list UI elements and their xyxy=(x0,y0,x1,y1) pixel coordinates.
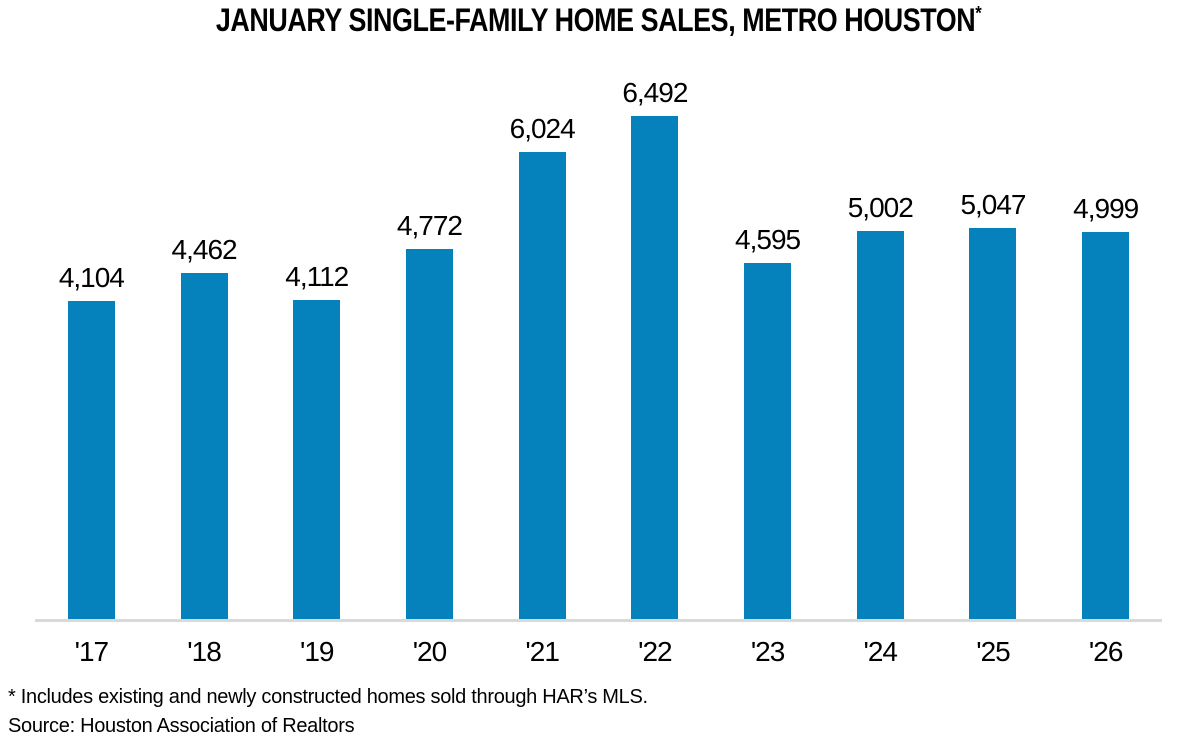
bar xyxy=(405,249,453,619)
bar-column: 4,462 xyxy=(148,60,261,619)
x-axis-label: '25 xyxy=(976,636,1010,667)
plot-area: 4,104 4,462 4,112 4,772 6,024 6,492 4,595 5,002… xyxy=(35,60,1162,619)
bar-value-label: 4,104 xyxy=(58,262,125,293)
x-axis-label: '22 xyxy=(638,636,672,667)
x-axis-label: '18 xyxy=(187,636,221,667)
x-axis-line xyxy=(35,619,1162,622)
x-axis-label: '23 xyxy=(750,636,785,667)
bar xyxy=(631,116,679,619)
bar-value-label: 4,999 xyxy=(1073,193,1139,224)
bar xyxy=(744,263,792,619)
bar-column: 4,104 xyxy=(35,60,148,619)
bar xyxy=(67,301,115,619)
bar-column: 6,492 xyxy=(599,60,712,619)
footnote-line2: Source: Houston Association of Realtors xyxy=(8,715,355,737)
bar-value-label: 4,595 xyxy=(735,224,801,255)
bar-value-label: 4,112 xyxy=(285,261,349,292)
bar-column: 4,112 xyxy=(260,60,373,619)
x-axis-label: '17 xyxy=(74,636,109,667)
bar-value-label: 6,492 xyxy=(622,77,688,108)
x-axis-labels: '17 '18 '19 '20 '21 '22 '23 '24 '25 '26 xyxy=(35,636,1162,668)
bar-value-label: 6,024 xyxy=(509,113,576,144)
bar-column: 4,999 xyxy=(1049,60,1162,619)
footnote: * Includes existing and newly constructe… xyxy=(8,683,648,741)
x-axis-label: '24 xyxy=(863,636,898,667)
bar-value-label: 4,462 xyxy=(171,234,238,265)
bar-column: 5,002 xyxy=(824,60,937,619)
bar xyxy=(518,152,566,619)
x-axis-label: '20 xyxy=(412,636,447,667)
bar-column: 4,772 xyxy=(373,60,486,619)
bar xyxy=(856,231,904,619)
bar xyxy=(1082,232,1130,619)
footnote-line1: * Includes existing and newly constructe… xyxy=(8,686,648,708)
chart-title-asterisk: * xyxy=(975,2,982,25)
bar-value-label: 5,002 xyxy=(847,192,914,223)
bar-value-label: 4,772 xyxy=(396,210,463,241)
chart-title-text: JANUARY SINGLE-FAMILY HOME SALES, METRO … xyxy=(216,2,976,38)
x-axis-label: '26 xyxy=(1088,636,1123,667)
x-axis-label: '19 xyxy=(300,636,334,667)
bar xyxy=(969,228,1017,619)
chart-title: JANUARY SINGLE-FAMILY HOME SALES, METRO … xyxy=(0,2,1198,39)
bar-column: 6,024 xyxy=(486,60,599,619)
chart-title-inner: JANUARY SINGLE-FAMILY HOME SALES, METRO … xyxy=(216,2,982,39)
bar xyxy=(293,300,341,619)
bar xyxy=(180,273,228,619)
x-axis-label: '21 xyxy=(525,636,559,667)
bar-column: 4,595 xyxy=(711,60,824,619)
bar-column: 5,047 xyxy=(937,60,1050,619)
bar-value-label: 5,047 xyxy=(960,189,1026,220)
